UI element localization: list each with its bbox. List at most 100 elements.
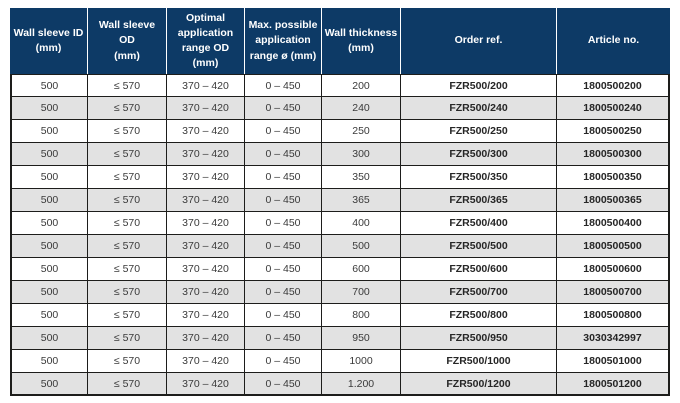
cell-article-no: 1800500350 — [557, 166, 670, 189]
cell-wall-thickness: 350 — [322, 166, 401, 189]
cell-optimal-application-range-od: 370 – 420 — [167, 74, 245, 97]
cell-max-possible-application-range: 0 – 450 — [245, 350, 322, 373]
cell-order-ref: FZR500/600 — [401, 258, 557, 281]
table-row: 500 ≤ 570 370 – 420 0 – 450 700 FZR500/700 180… — [10, 281, 670, 304]
cell-article-no: 1800500400 — [557, 212, 670, 235]
cell-wall-sleeve-id: 500 — [10, 189, 88, 212]
cell-article-no: 1800500240 — [557, 97, 670, 120]
cell-wall-sleeve-od: ≤ 570 — [88, 212, 167, 235]
cell-order-ref: FZR500/350 — [401, 166, 557, 189]
cell-wall-thickness: 250 — [322, 120, 401, 143]
table-row: 500 ≤ 570 370 – 420 0 – 450 350 FZR500/350 180… — [10, 166, 670, 189]
cell-optimal-application-range-od: 370 – 420 — [167, 373, 245, 396]
cell-article-no: 1800500250 — [557, 120, 670, 143]
cell-order-ref: FZR500/800 — [401, 304, 557, 327]
cell-wall-sleeve-id: 500 — [10, 327, 88, 350]
cell-wall-sleeve-id: 500 — [10, 350, 88, 373]
header-wall-sleeve-od: Wall sleeve OD (mm) — [88, 8, 167, 74]
cell-max-possible-application-range: 0 – 450 — [245, 212, 322, 235]
cell-optimal-application-range-od: 370 – 420 — [167, 235, 245, 258]
cell-wall-sleeve-od: ≤ 570 — [88, 97, 167, 120]
cell-max-possible-application-range: 0 – 450 — [245, 120, 322, 143]
product-spec-table: Wall sleeve ID (mm) Wall sleeve OD (mm) … — [10, 8, 670, 396]
cell-max-possible-application-range: 0 – 450 — [245, 143, 322, 166]
cell-wall-thickness: 1000 — [322, 350, 401, 373]
cell-max-possible-application-range: 0 – 450 — [245, 74, 322, 97]
cell-order-ref: FZR500/1000 — [401, 350, 557, 373]
cell-order-ref: FZR500/1200 — [401, 373, 557, 396]
table-row: 500 ≤ 570 370 – 420 0 – 450 800 FZR500/800 180… — [10, 304, 670, 327]
cell-optimal-application-range-od: 370 – 420 — [167, 350, 245, 373]
cell-wall-sleeve-id: 500 — [10, 74, 88, 97]
table-row: 500 ≤ 570 370 – 420 0 – 450 500 FZR500/500 180… — [10, 235, 670, 258]
cell-max-possible-application-range: 0 – 450 — [245, 327, 322, 350]
cell-order-ref: FZR500/250 — [401, 120, 557, 143]
cell-order-ref: FZR500/365 — [401, 189, 557, 212]
cell-max-possible-application-range: 0 – 450 — [245, 373, 322, 396]
cell-article-no: 1800500300 — [557, 143, 670, 166]
cell-wall-sleeve-od: ≤ 570 — [88, 143, 167, 166]
table-row: 500 ≤ 570 370 – 420 0 – 450 1.200 FZR500/1200… — [10, 373, 670, 396]
cell-optimal-application-range-od: 370 – 420 — [167, 281, 245, 304]
cell-article-no: 1800500200 — [557, 74, 670, 97]
cell-optimal-application-range-od: 370 – 420 — [167, 120, 245, 143]
cell-wall-sleeve-id: 500 — [10, 143, 88, 166]
cell-article-no: 1800500365 — [557, 189, 670, 212]
cell-order-ref: FZR500/950 — [401, 327, 557, 350]
cell-optimal-application-range-od: 370 – 420 — [167, 327, 245, 350]
header-optimal-application-range-od: Optimal application range OD (mm) — [167, 8, 245, 74]
cell-max-possible-application-range: 0 – 450 — [245, 281, 322, 304]
table-row: 500 ≤ 570 370 – 420 0 – 450 200 FZR500/200 180… — [10, 74, 670, 97]
table-row: 500 ≤ 570 370 – 420 0 – 450 1000 FZR500/1000 1… — [10, 350, 670, 373]
cell-order-ref: FZR500/240 — [401, 97, 557, 120]
table-row: 500 ≤ 570 370 – 420 0 – 450 300 FZR500/300 180… — [10, 143, 670, 166]
table-row: 500 ≤ 570 370 – 420 0 – 450 600 FZR500/600 180… — [10, 258, 670, 281]
cell-article-no: 1800500600 — [557, 258, 670, 281]
cell-wall-sleeve-od: ≤ 570 — [88, 258, 167, 281]
cell-wall-sleeve-id: 500 — [10, 304, 88, 327]
cell-optimal-application-range-od: 370 – 420 — [167, 304, 245, 327]
table-row: 500 ≤ 570 370 – 420 0 – 450 365 FZR500/365 180… — [10, 189, 670, 212]
cell-wall-sleeve-id: 500 — [10, 235, 88, 258]
cell-wall-thickness: 1.200 — [322, 373, 401, 396]
header-wall-sleeve-id: Wall sleeve ID (mm) — [10, 8, 88, 74]
cell-wall-thickness: 700 — [322, 281, 401, 304]
cell-optimal-application-range-od: 370 – 420 — [167, 189, 245, 212]
cell-order-ref: FZR500/500 — [401, 235, 557, 258]
cell-article-no: 1800501200 — [557, 373, 670, 396]
cell-max-possible-application-range: 0 – 450 — [245, 258, 322, 281]
cell-wall-sleeve-od: ≤ 570 — [88, 304, 167, 327]
cell-wall-thickness: 400 — [322, 212, 401, 235]
header-article-no: Article no. — [557, 8, 670, 74]
cell-wall-thickness: 240 — [322, 97, 401, 120]
cell-article-no: 1800500800 — [557, 304, 670, 327]
cell-wall-sleeve-id: 500 — [10, 166, 88, 189]
cell-wall-sleeve-od: ≤ 570 — [88, 189, 167, 212]
cell-wall-sleeve-od: ≤ 570 — [88, 120, 167, 143]
cell-optimal-application-range-od: 370 – 420 — [167, 258, 245, 281]
cell-wall-thickness: 950 — [322, 327, 401, 350]
cell-wall-sleeve-od: ≤ 570 — [88, 281, 167, 304]
header-max-possible-application-range: Max. possible application range ø (mm) — [245, 8, 322, 74]
cell-max-possible-application-range: 0 – 450 — [245, 235, 322, 258]
cell-optimal-application-range-od: 370 – 420 — [167, 212, 245, 235]
table-body: 500 ≤ 570 370 – 420 0 – 450 200 FZR500/200 180… — [10, 74, 670, 396]
cell-order-ref: FZR500/700 — [401, 281, 557, 304]
header-wall-thickness: Wall thickness (mm) — [322, 8, 401, 74]
cell-wall-thickness: 300 — [322, 143, 401, 166]
table-row: 500 ≤ 570 370 – 420 0 – 450 950 FZR500/950 303… — [10, 327, 670, 350]
cell-wall-sleeve-id: 500 — [10, 120, 88, 143]
cell-article-no: 1800500700 — [557, 281, 670, 304]
cell-wall-thickness: 200 — [322, 74, 401, 97]
cell-max-possible-application-range: 0 – 450 — [245, 166, 322, 189]
cell-wall-sleeve-od: ≤ 570 — [88, 350, 167, 373]
cell-article-no: 3030342997 — [557, 327, 670, 350]
table-row: 500 ≤ 570 370 – 420 0 – 450 400 FZR500/400 180… — [10, 212, 670, 235]
cell-wall-thickness: 800 — [322, 304, 401, 327]
table-row: 500 ≤ 570 370 – 420 0 – 450 240 FZR500/240 180… — [10, 97, 670, 120]
cell-order-ref: FZR500/300 — [401, 143, 557, 166]
cell-max-possible-application-range: 0 – 450 — [245, 97, 322, 120]
cell-wall-thickness: 365 — [322, 189, 401, 212]
cell-wall-thickness: 500 — [322, 235, 401, 258]
